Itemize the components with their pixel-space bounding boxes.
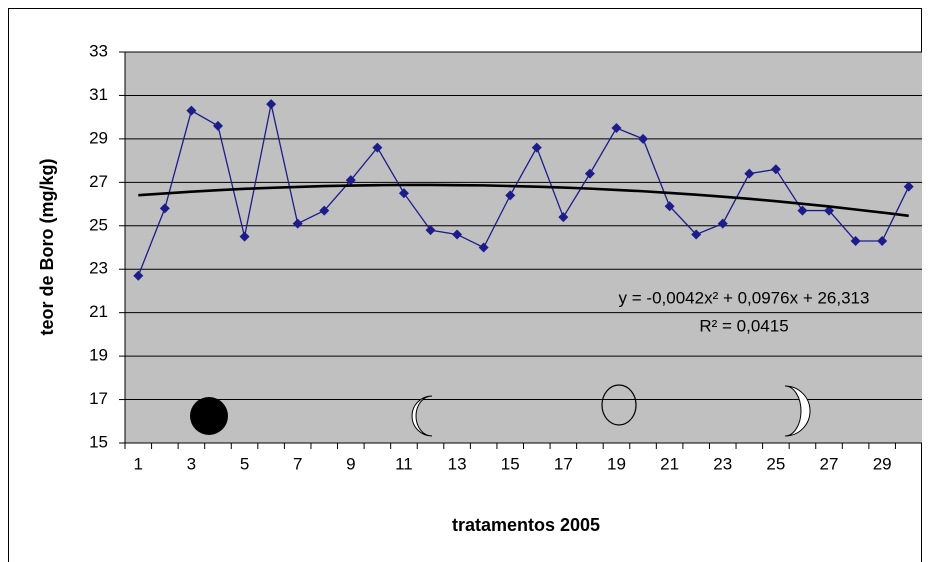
data-point <box>505 190 516 201</box>
x-tick-label: 29 <box>873 454 892 473</box>
x-tick-label: 27 <box>820 454 839 473</box>
data-point <box>850 235 861 246</box>
trend-line <box>138 183 909 218</box>
data-point <box>292 218 303 229</box>
y-tick-label: 19 <box>89 346 108 365</box>
data-point <box>452 229 463 240</box>
new-moon-icon <box>190 397 228 435</box>
data-point <box>398 188 409 199</box>
x-tick-label: 15 <box>501 454 520 473</box>
x-tick-label: 11 <box>395 454 413 473</box>
x-tick-label: 3 <box>187 454 196 473</box>
data-point <box>691 229 702 240</box>
r-squared: R² = 0,0415 <box>699 316 788 335</box>
y-tick-label: 15 <box>89 432 108 451</box>
trend-equation: y = -0,0042x² + 0,0976x + 26,313 <box>619 288 870 307</box>
data-point <box>319 205 330 216</box>
data-point <box>584 168 595 179</box>
data-point <box>212 120 223 131</box>
data-point <box>186 105 197 116</box>
full-moon-icon <box>601 384 637 426</box>
x-tick-label: 1 <box>134 454 143 473</box>
data-line <box>137 103 910 276</box>
data-point <box>239 231 250 242</box>
data-point <box>266 99 277 110</box>
x-tick-label: 13 <box>448 454 467 473</box>
data-point <box>531 142 542 153</box>
waning-moon-icon <box>784 385 811 437</box>
data-point <box>425 225 436 236</box>
x-tick-label: 7 <box>293 454 302 473</box>
x-tick-label: 5 <box>240 454 249 473</box>
y-tick-label: 23 <box>89 259 108 278</box>
crescent-moon-icon <box>411 395 433 437</box>
data-point <box>558 212 569 223</box>
data-point <box>159 203 170 214</box>
data-point <box>611 123 622 134</box>
y-tick-label: 27 <box>89 172 108 191</box>
y-tick-label: 21 <box>89 302 108 321</box>
data-point <box>664 201 675 212</box>
y-tick-label: 25 <box>89 215 108 234</box>
data-point <box>133 270 144 281</box>
x-tick-label: 17 <box>554 454 573 473</box>
data-point <box>638 133 649 144</box>
data-point <box>372 142 383 153</box>
data-point <box>770 164 781 175</box>
x-tick-label: 19 <box>607 454 626 473</box>
data-point <box>478 242 489 253</box>
y-tick-label: 31 <box>89 85 108 104</box>
data-point <box>797 205 808 216</box>
y-tick-label: 17 <box>89 389 108 408</box>
x-tick-label: 21 <box>660 454 679 473</box>
y-axis-title: teor de Boro (mg/kg) <box>37 158 57 335</box>
data-point <box>877 235 888 246</box>
data-point <box>824 205 835 216</box>
x-tick-label: 23 <box>713 454 732 473</box>
data-point <box>744 168 755 179</box>
x-tick-label: 9 <box>346 454 355 473</box>
data-point <box>717 218 728 229</box>
y-tick-label: 33 <box>89 41 108 60</box>
data-point <box>903 181 914 192</box>
data-point <box>345 175 356 186</box>
x-axis-title: tratamentos 2005 <box>452 515 600 535</box>
plot-area <box>125 52 922 443</box>
x-tick-label: 25 <box>766 454 785 473</box>
y-tick-label: 29 <box>89 128 108 147</box>
